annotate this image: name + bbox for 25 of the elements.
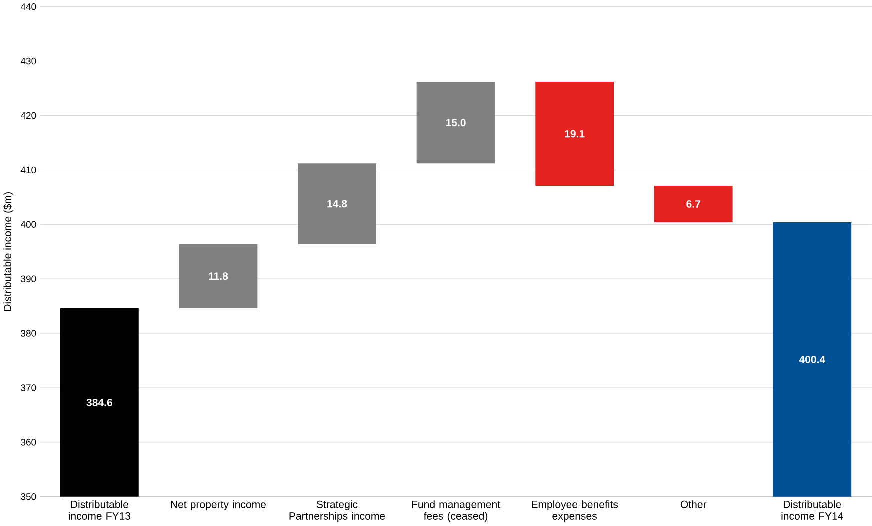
y-tick-label: 400 <box>20 221 36 228</box>
data-label: 400.4 <box>799 356 826 364</box>
x-tick-label: Strategic Partnerships income <box>290 500 386 522</box>
y-tick-label: 430 <box>20 58 36 65</box>
x-tick-label: Net property income <box>171 500 266 511</box>
x-tick-label: Distributable income FY14 <box>782 500 844 520</box>
y-tick-label: 440 <box>20 4 36 10</box>
x-tick-label: Other <box>680 500 707 509</box>
y-axis-title: Distributable income ($m) <box>4 192 14 312</box>
data-label: 14.8 <box>328 200 348 208</box>
data-label: 6.7 <box>686 200 700 208</box>
y-tick-label: 360 <box>21 439 36 446</box>
y-tick-label: 370 <box>21 384 36 392</box>
x-tick-label: Employee benefits expenses <box>532 500 618 522</box>
data-label: 11.8 <box>209 272 228 280</box>
x-tick-label: Fund management fees (ceased) <box>412 500 500 522</box>
y-tick-label: 350 <box>21 494 36 500</box>
data-label: 15.0 <box>446 119 466 127</box>
y-tick-label: 390 <box>21 276 36 283</box>
data-label: 384.6 <box>86 399 112 407</box>
data-label: 19.1 <box>565 130 585 138</box>
y-tick-label: 420 <box>20 112 36 120</box>
x-tick-label: Distributable income FY13 <box>69 500 131 520</box>
y-tick-label: 410 <box>20 167 36 174</box>
y-tick-label: 380 <box>21 330 36 338</box>
